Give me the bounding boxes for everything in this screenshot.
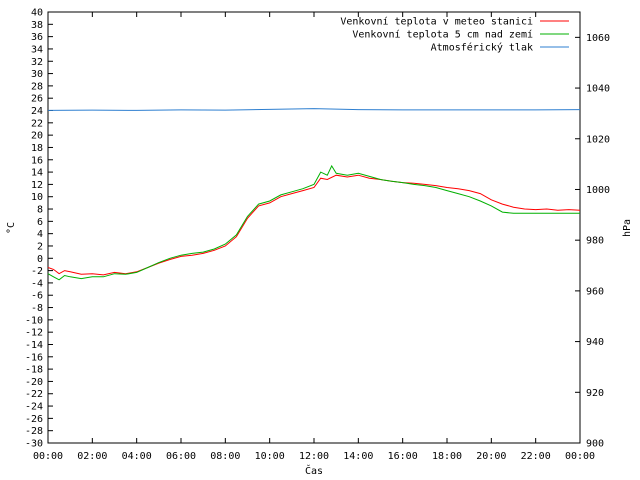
y-tick-label: 6 — [37, 217, 43, 228]
y-tick-label: 40 — [31, 8, 43, 19]
legend-label: Atmosférický tlak — [431, 42, 533, 54]
y-tick-label: 4 — [37, 229, 43, 240]
y-tick-label: -12 — [25, 328, 43, 339]
legend-label: Venkovní teplota v meteo stanici — [340, 16, 533, 28]
x-tick-label: 00:00 — [33, 451, 63, 462]
legend: Venkovní teplota v meteo staniciVenkovní… — [340, 16, 569, 54]
x-tick-label: 02:00 — [77, 451, 107, 462]
y-tick-label: 38 — [31, 20, 43, 31]
x-tick-label: 12:00 — [299, 451, 329, 462]
y-tick-label: 18 — [31, 143, 43, 154]
y-tick-label: -2 — [31, 266, 43, 277]
y-tick-label: 10 — [31, 192, 43, 203]
x-axis-title: Čas — [305, 464, 323, 477]
x-tick-label: 04:00 — [122, 451, 152, 462]
y2-tick-label: 900 — [586, 439, 604, 450]
y-tick-label: 2 — [37, 241, 43, 252]
x-tick-label: 06:00 — [166, 451, 196, 462]
x-tick-label: 16:00 — [388, 451, 418, 462]
y-tick-label: 0 — [37, 254, 43, 265]
y-tick-label: 30 — [31, 69, 43, 80]
x-tick-label: 18:00 — [432, 451, 462, 462]
x-tick-label: 08:00 — [210, 451, 240, 462]
y-tick-label: -4 — [31, 278, 43, 289]
y-tick-label: -14 — [25, 340, 43, 351]
y-tick-label: -30 — [25, 439, 43, 450]
series-line-2 — [47, 164, 580, 281]
y-tick-label: 24 — [31, 106, 43, 117]
y2-tick-label: 1060 — [586, 33, 610, 44]
y-tick-label: -18 — [25, 365, 43, 376]
y-tick-label: 12 — [31, 180, 43, 191]
y-tick-label: -16 — [25, 352, 43, 363]
y-tick-label: -22 — [25, 389, 43, 400]
y2-tick-label: 1000 — [586, 185, 610, 196]
series-line-1 — [47, 174, 581, 276]
y2-tick-label: 980 — [586, 236, 604, 247]
y-tick-label: 34 — [31, 44, 43, 55]
y-tick-label: 16 — [31, 155, 43, 166]
y2-axis-title: hPa — [622, 219, 633, 237]
y2-tick-label: 960 — [586, 286, 604, 297]
y-tick-label: -6 — [31, 291, 43, 302]
y2-tick-label: 940 — [586, 337, 604, 348]
x-tick-label: 14:00 — [343, 451, 373, 462]
y-tick-label: 32 — [31, 57, 43, 68]
y-tick-label: -24 — [25, 402, 43, 413]
y-tick-label: 22 — [31, 118, 43, 129]
x-tick-label: 10:00 — [255, 451, 285, 462]
y2-tick-label: 1020 — [586, 134, 610, 145]
y-tick-label: -20 — [25, 377, 43, 388]
y-tick-label: 26 — [31, 94, 43, 105]
series-lines — [47, 108, 581, 281]
y-tick-label: -10 — [25, 315, 43, 326]
y-tick-label: 28 — [31, 81, 43, 92]
plot-frame — [47, 11, 581, 444]
y-tick-label: -8 — [31, 303, 43, 314]
y-tick-label: 8 — [37, 205, 43, 216]
y2-tick-label: 1040 — [586, 84, 610, 95]
series-line-3 — [47, 108, 581, 111]
y-tick-label: 36 — [31, 32, 43, 43]
y-tick-label: -28 — [25, 426, 43, 437]
x-tick-label: 20:00 — [476, 451, 506, 462]
y-tick-label: 14 — [31, 168, 43, 179]
y-tick-label: 20 — [31, 131, 43, 142]
axis-ticks: -30-28-26-24-22-20-18-16-14-12-10-8-6-4-… — [25, 8, 610, 463]
legend-label: Venkovní teplota 5 cm nad zemí — [352, 29, 533, 41]
y-tick-label: -26 — [25, 414, 43, 425]
y2-tick-label: 920 — [586, 388, 604, 399]
y-axis-title: °C — [6, 222, 17, 234]
x-tick-label: 00:00 — [565, 451, 595, 462]
x-tick-label: 22:00 — [521, 451, 551, 462]
